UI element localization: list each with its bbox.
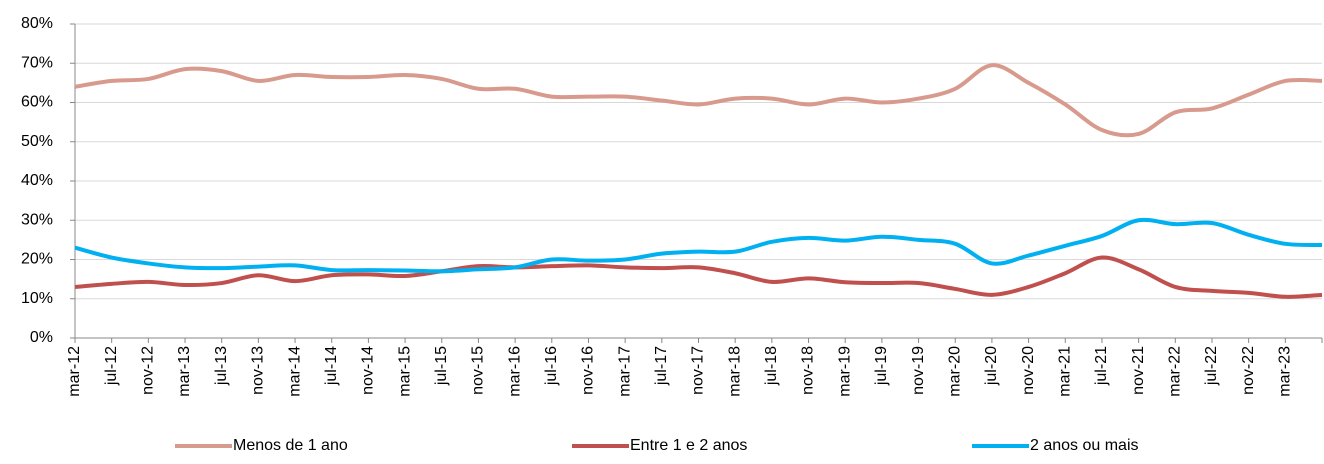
x-tick-label: mar-22	[1167, 346, 1184, 397]
legend-label: Menos de 1 ano	[233, 437, 348, 454]
x-tick-label: mar-17	[616, 346, 633, 397]
y-tick-label: 10%	[21, 290, 53, 307]
x-tick-label: nov-14	[360, 346, 377, 395]
x-tick-label: jul-22	[1203, 346, 1220, 386]
x-tick-label: jul-12	[103, 346, 120, 386]
series-line	[74, 63, 1323, 138]
y-tick-label: 30%	[21, 211, 53, 228]
x-tick-label: nov-22	[1240, 346, 1257, 395]
x-tick-label: nov-20	[1020, 346, 1037, 395]
x-tick-label: mar-18	[726, 346, 743, 397]
y-tick-label: 20%	[21, 251, 53, 268]
x-tick-label: nov-18	[800, 346, 817, 395]
x-tick-label: jul-20	[983, 346, 1000, 386]
x-tick-label: jul-21	[1093, 346, 1110, 386]
x-tick-label: mar-14	[286, 346, 303, 397]
x-tick-label: mar-13	[176, 346, 193, 397]
x-tick-label: mar-23	[1277, 346, 1294, 397]
series-line	[74, 255, 1323, 299]
x-tick-label: jul-18	[763, 346, 780, 386]
x-tick-label: jul-13	[213, 346, 230, 386]
x-tick-label: mar-15	[396, 346, 413, 397]
x-tick-label: nov-15	[470, 346, 487, 395]
x-tick-label: nov-16	[580, 346, 597, 395]
x-tick-label: mar-20	[946, 346, 963, 397]
y-tick-label: 0%	[30, 329, 53, 346]
legend-label: Entre 1 e 2 anos	[630, 437, 747, 454]
x-tick-label: jul-17	[653, 346, 670, 386]
x-tick-label: nov-17	[690, 346, 707, 395]
x-tick-label: mar-16	[506, 346, 523, 397]
x-tick-label: jul-16	[543, 346, 560, 386]
x-tick-label: nov-12	[140, 346, 157, 395]
x-tick-label: mar-12	[66, 346, 83, 397]
y-tick-label: 50%	[21, 133, 53, 150]
y-tick-label: 60%	[21, 94, 53, 111]
x-tick-label: mar-21	[1056, 346, 1073, 397]
legend-label: 2 anos ou mais	[1030, 437, 1139, 454]
y-tick-label: 70%	[21, 54, 53, 71]
y-tick-label: 40%	[21, 172, 53, 189]
x-tick-label: jul-19	[873, 346, 890, 386]
series-line	[74, 217, 1323, 274]
x-tick-label: jul-14	[323, 346, 340, 386]
y-tick-label: 80%	[21, 15, 53, 32]
x-tick-label: nov-19	[910, 346, 927, 395]
x-tick-label: nov-13	[250, 346, 267, 395]
x-tick-label: nov-21	[1130, 346, 1147, 395]
x-tick-label: mar-19	[836, 346, 853, 397]
x-tick-label: jul-15	[433, 346, 450, 386]
